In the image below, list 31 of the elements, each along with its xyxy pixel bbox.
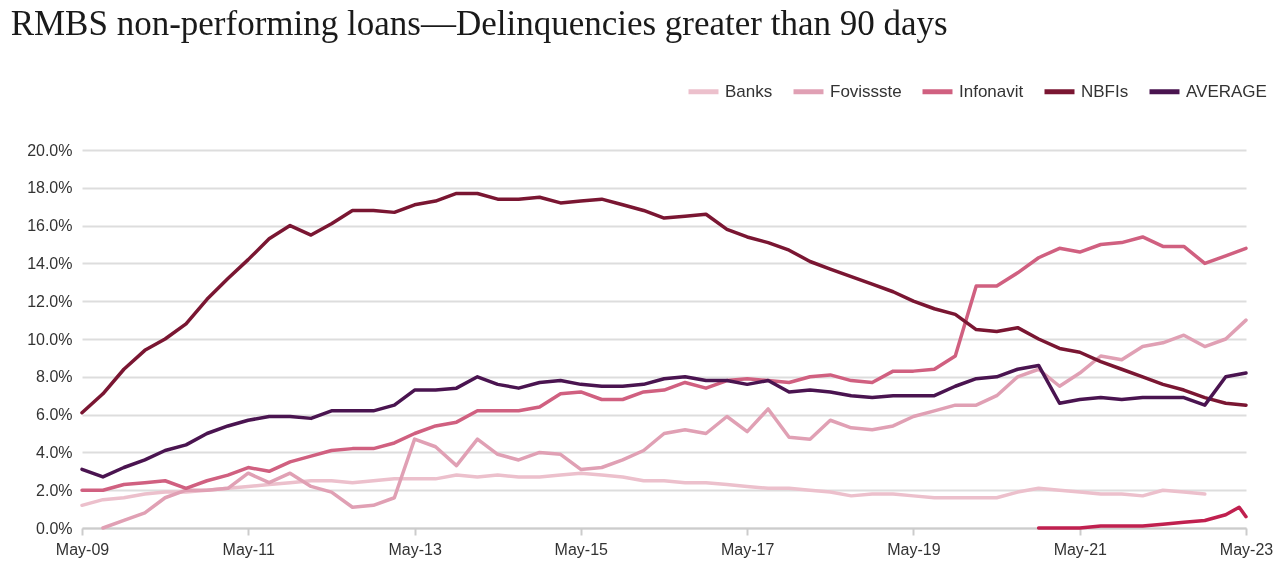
y-tick-label: 2.0%: [36, 481, 73, 499]
y-tick-label: 20.0%: [27, 141, 73, 159]
x-tick-label: May-15: [554, 540, 609, 558]
y-tick-label: 18.0%: [27, 179, 73, 197]
line-series: [1036, 505, 1248, 530]
y-tick-label: 12.0%: [27, 292, 73, 310]
y-tick-label: 6.0%: [36, 406, 73, 424]
y-tick-label: 4.0%: [36, 443, 73, 461]
legend-label: Fovissste: [830, 81, 902, 101]
y-tick-label: 0.0%: [36, 519, 73, 537]
line-series: [80, 191, 1248, 415]
line-series: [80, 235, 1248, 492]
x-tick-label: May-17: [721, 540, 775, 558]
chart-title: RMBS non-performing loans—Delinquencies greater than 90 days: [10, 4, 948, 43]
x-tick-label: May-11: [222, 540, 275, 558]
y-tick-label: 14.0%: [27, 254, 73, 272]
x-tick-label: May-19: [887, 540, 941, 558]
y-tick-label: 10.0%: [27, 330, 73, 348]
legend-label: Infonavit: [959, 81, 1024, 101]
x-tick-label: May-13: [388, 540, 442, 558]
x-tick-label: May-09: [55, 540, 110, 558]
legend-label: AVERAGE: [1186, 81, 1267, 101]
legend-label: Banks: [725, 81, 773, 101]
line-series: [101, 318, 1248, 530]
x-tick-label: May-21: [1053, 540, 1108, 558]
line-series: [80, 471, 1207, 508]
y-tick-label: 16.0%: [27, 217, 73, 235]
y-tick-label: 8.0%: [36, 368, 73, 386]
line-series: [80, 363, 1248, 479]
legend-label: NBFIs: [1081, 81, 1129, 101]
x-tick-label: May-23: [1219, 540, 1274, 558]
